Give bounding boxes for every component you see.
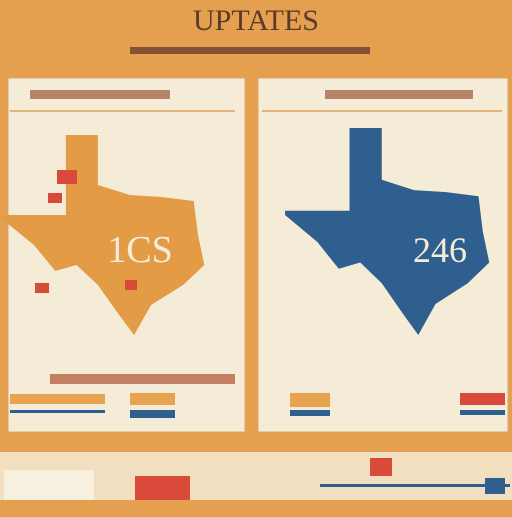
title: UPTATES <box>193 4 319 37</box>
footer-line <box>320 484 510 487</box>
map-label: 1CS <box>107 229 172 271</box>
map-label: 246 <box>413 230 467 270</box>
region-marker <box>48 193 62 203</box>
legend-swatch <box>10 394 105 404</box>
footer-box <box>370 458 392 476</box>
legend-bar <box>50 374 235 384</box>
subtitle-bar <box>130 47 370 54</box>
legend-swatch <box>10 410 105 413</box>
divider <box>262 110 502 112</box>
state-map <box>2 135 205 335</box>
legend-swatch <box>460 410 505 415</box>
state-map <box>285 128 490 335</box>
footer-box <box>485 478 505 494</box>
divider <box>10 110 235 112</box>
panel-heading-bar <box>325 90 473 99</box>
region-marker <box>125 280 137 290</box>
legend-swatch <box>130 410 175 418</box>
legend-swatch <box>130 393 175 405</box>
maps <box>2 128 490 335</box>
footer-box <box>135 476 190 500</box>
legend-swatch <box>460 393 505 405</box>
legend-swatch <box>290 393 330 407</box>
region-marker <box>35 283 49 293</box>
panel-heading-bar <box>30 90 170 99</box>
region-marker <box>57 170 77 184</box>
legend-swatch <box>290 410 330 416</box>
footer-box <box>4 470 94 500</box>
